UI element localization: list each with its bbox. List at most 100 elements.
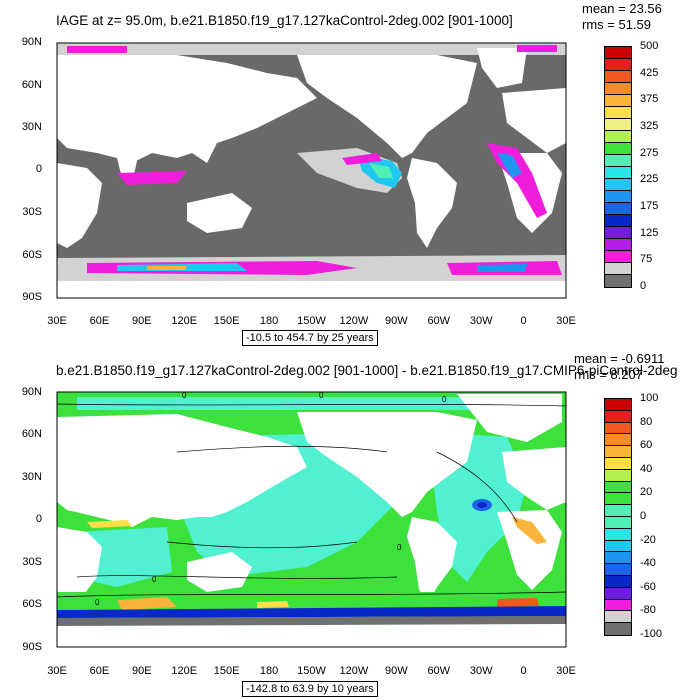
panel2-south-america <box>407 517 457 602</box>
panel2-mean: mean = -0.6911 <box>574 351 665 366</box>
panel2-colorbar-swatch <box>605 505 631 517</box>
panel1-australia <box>187 193 252 233</box>
panel1-colorbar-swatch <box>605 95 631 107</box>
panel1-frame <box>56 42 567 299</box>
panel2-colorbar-swatch <box>605 399 631 411</box>
panel1-colorbar-label: 175 <box>640 200 659 212</box>
p1-lon-label: 150E <box>213 315 240 327</box>
p2-lat-30n: 30N <box>21 471 42 483</box>
panel2-colorbar-swatch <box>605 410 631 423</box>
panel2-colorbar-swatch <box>605 552 631 565</box>
panel1-africa <box>57 163 102 248</box>
panel2-colorbar-swatch <box>605 587 631 600</box>
panel2-atlantic-cold-core <box>477 502 487 508</box>
panel2-southern-warm-3 <box>497 598 539 607</box>
panel2-contour-2 <box>166 541 358 549</box>
p2-lat-90n: 90N <box>21 386 42 398</box>
panel2-contour-label-b: 0 <box>319 391 324 400</box>
panel2-title: b.e21.B1850.f19_g17.127kaControl-2deg.00… <box>56 363 678 378</box>
p2-lon-label: 0 <box>520 665 527 677</box>
panel2-colorbar-swatch <box>605 481 631 494</box>
panel1-greenland <box>477 48 527 88</box>
panel1-colorbar-swatch <box>605 239 631 251</box>
panel1-colorbar-swatch <box>605 59 631 71</box>
panel1-colorbar-swatch <box>605 71 631 83</box>
panel1-colorbar-swatch <box>605 179 631 191</box>
panel1-colorbar-label: 225 <box>640 173 659 186</box>
p1-lon-label: 30E <box>47 315 67 327</box>
panel2-colorbar-swatch <box>605 540 631 553</box>
p2-lat-0: 0 <box>35 513 42 525</box>
panel2-southern-warm-2 <box>257 601 289 608</box>
panel2-contour-4 <box>76 575 398 579</box>
panel1-colorbar-label: 125 <box>640 226 659 239</box>
panel1-colorbar-swatch <box>605 47 631 59</box>
panel2-colorbar-swatch <box>605 422 631 435</box>
panel2-contour-label-c: 0 <box>442 395 447 404</box>
panel1-colorbar <box>604 46 632 288</box>
panel1-colorbar-swatch <box>605 251 631 263</box>
panel2-colorbar-swatch <box>605 564 631 576</box>
p2-lon-label: 30E <box>47 665 67 677</box>
p1-lon-label: 90E <box>132 315 152 327</box>
p2-lon-label: 90E <box>132 665 152 677</box>
panel2-europe <box>502 447 566 510</box>
panel2-greenland <box>457 394 562 442</box>
panel1-southern-ring-east-core <box>477 264 527 272</box>
panel2-colorbar-label: 80 <box>640 415 653 428</box>
panel2-warm-streak-2 <box>512 517 547 544</box>
panel1-colorbar-swatch <box>605 131 631 143</box>
p2-lon-label: 30W <box>469 665 493 677</box>
panel2-colorbar-swatch <box>605 528 631 541</box>
p1-lon-label: 60W <box>427 315 451 327</box>
panel2-colorbar-label: -80 <box>640 604 656 617</box>
p1-lat-90n: 90N <box>21 36 42 48</box>
panel2-colorbar-swatch <box>605 575 631 588</box>
panel1-europe <box>502 88 566 153</box>
panel2-colorbar-label: 20 <box>640 486 653 499</box>
p2-lon-label: 60E <box>89 665 110 677</box>
p1-lon-label: 120E <box>171 315 198 327</box>
panel2-colorbar-label: -40 <box>640 557 656 570</box>
panel2-colorbar-swatch <box>605 599 631 612</box>
panel1-map <box>56 42 567 299</box>
panel2-antarctica <box>57 624 566 647</box>
panel2-colorbar-label: 0 <box>640 510 647 522</box>
panel1-colorbar-swatch <box>605 263 631 275</box>
panel2-contour-label-d: 0 <box>397 543 402 552</box>
panel2-contour-6 <box>56 403 567 407</box>
panel2-colorbar-swatch <box>605 446 631 458</box>
panel1-colorbar-label: 75 <box>640 253 653 266</box>
p2-lat-60s: 60S <box>22 598 42 610</box>
p1-lat-0: 0 <box>35 163 42 175</box>
panel2-colorbar-swatch <box>605 623 631 635</box>
p2-lon-label: 120E <box>171 665 198 677</box>
panel2-southern-gray <box>57 616 566 626</box>
panel1-colorbar-swatch <box>605 119 631 131</box>
panel2-colorbar-swatch <box>605 457 631 470</box>
panel2-contour-label-a: 0 <box>182 391 187 400</box>
p1-lon-label: 30E <box>556 315 576 327</box>
p2-lon-label: 150W <box>297 665 326 677</box>
p1-lon-label: 30W <box>469 315 493 327</box>
panel1-colorbar-swatch <box>605 275 631 287</box>
panel2-contour-3 <box>436 451 518 523</box>
p1-lon-label: 90W <box>385 315 408 327</box>
panel1-southern-ring-hot <box>147 266 187 270</box>
panel1-colorbar-swatch <box>605 215 631 227</box>
panel2-rms: rms = 8.207 <box>574 367 644 382</box>
panel1-colorbar-swatch <box>605 155 631 167</box>
panel2-colorbar-swatch <box>605 469 631 482</box>
p2-lon-label: 90W <box>385 665 408 677</box>
p2-lat-90s: 90S <box>22 641 42 653</box>
panel2-map: 0 0 0 0 0 0 <box>56 391 567 648</box>
panel2-australia <box>187 552 252 592</box>
panel1-antarctica <box>57 281 566 298</box>
panel1-colorbar-swatch <box>605 167 631 179</box>
panel2-colorbar-swatch <box>605 493 631 506</box>
panel2-contour-1 <box>176 445 388 453</box>
panel2-contour-5 <box>56 591 567 598</box>
panel1-colorbar-label: 0 <box>640 280 647 292</box>
panel1-colorbar-swatch <box>605 83 631 95</box>
panel1-atlantic-age <box>487 143 547 218</box>
